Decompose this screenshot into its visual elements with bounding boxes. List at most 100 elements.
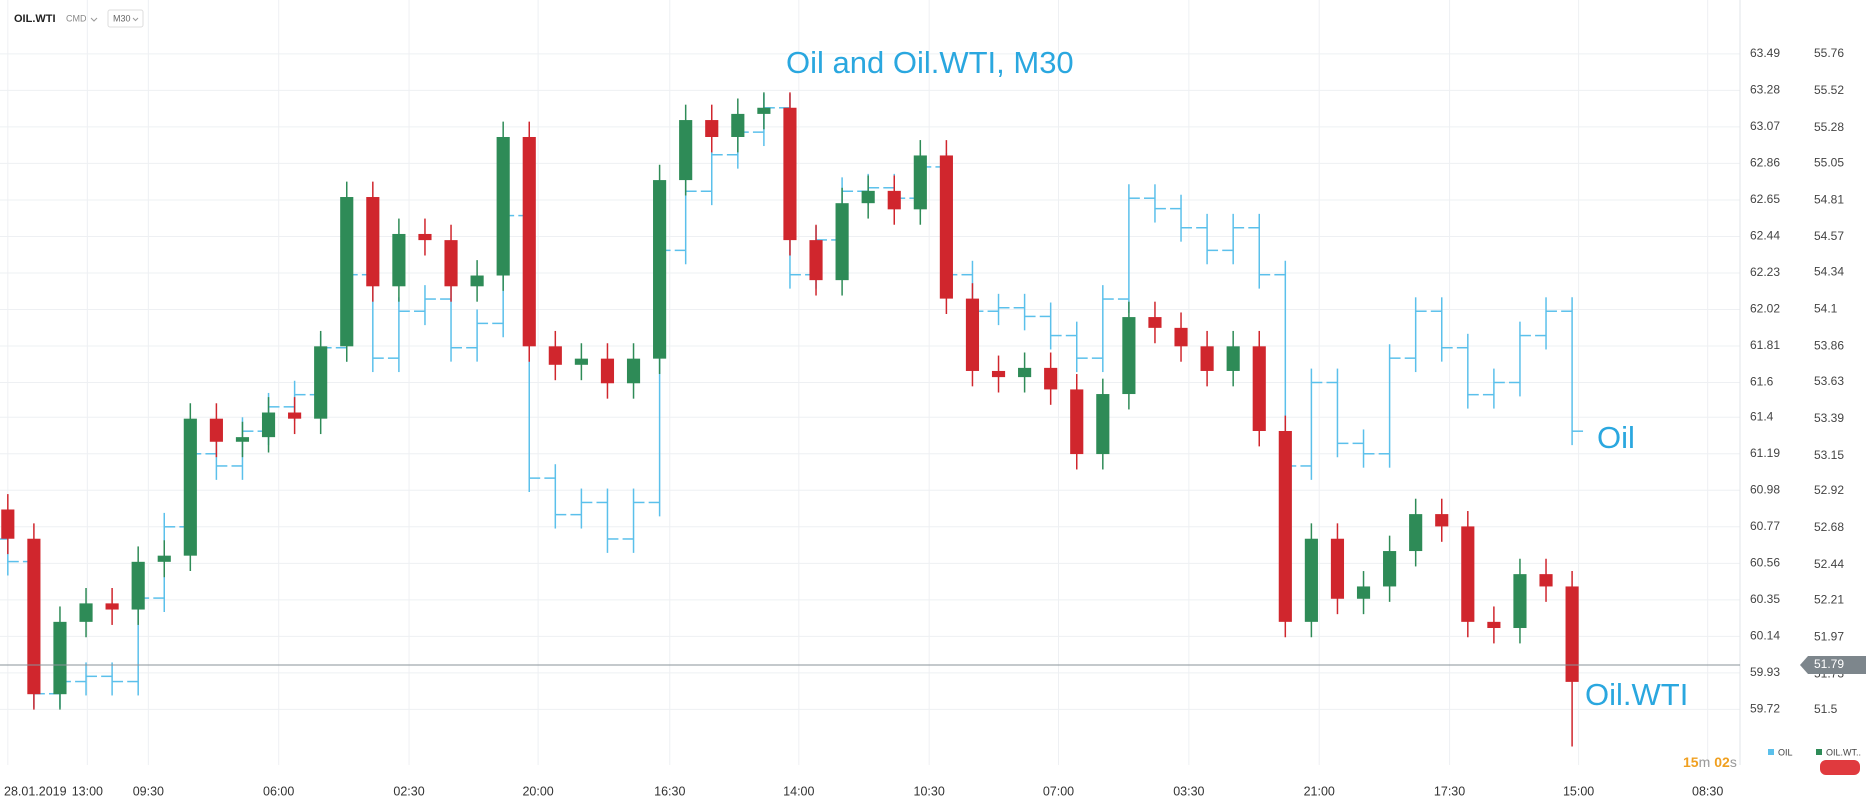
- y-tick-label: 62.02: [1750, 302, 1780, 316]
- candle: [1513, 558, 1527, 644]
- y-tick-label: 63.49: [1750, 46, 1780, 60]
- candle: [1565, 571, 1579, 747]
- y-tick-label: 60.98: [1750, 482, 1780, 496]
- candle: [1252, 330, 1266, 447]
- y-tick-label: 61.19: [1750, 446, 1780, 460]
- symbol[interactable]: OIL.WTI: [14, 13, 56, 25]
- x-tick-label: 13:00: [72, 784, 103, 798]
- legend-swatch: [1768, 749, 1774, 755]
- grid: [0, 0, 1740, 765]
- market[interactable]: CMD: [66, 13, 87, 23]
- ohlc-bar: [1456, 333, 1479, 409]
- candle-body: [1435, 514, 1449, 527]
- candle: [548, 330, 562, 381]
- y-tick-label: 60.14: [1750, 629, 1780, 643]
- interval-box[interactable]: [107, 9, 144, 28]
- y2-tick-label: 54.57: [1814, 229, 1844, 243]
- ohlc-bar: [1144, 184, 1166, 223]
- candle-body: [1044, 367, 1058, 390]
- candle-body: [1018, 367, 1032, 378]
- legend-swatch: [1816, 749, 1822, 755]
- dropdown-arrow[interactable]: [90, 17, 98, 22]
- y-tick-label: 59.72: [1750, 702, 1780, 716]
- candle-body: [1174, 327, 1188, 347]
- candle: [235, 421, 250, 458]
- candle: [887, 175, 901, 225]
- status-pill[interactable]: [1820, 760, 1860, 775]
- candle: [105, 587, 119, 625]
- candle: [1070, 374, 1084, 470]
- ohlc-bar: [1065, 321, 1088, 373]
- x-tick-label: 02:30: [393, 784, 424, 798]
- y2-tick-label: 51.5: [1814, 702, 1838, 716]
- candle-body: [626, 358, 641, 384]
- candle-body: [705, 120, 719, 137]
- x-tick-label: 20:00: [522, 784, 553, 798]
- candle: [1304, 523, 1318, 638]
- candle: [470, 260, 484, 302]
- candle: [27, 523, 41, 710]
- candle-body: [1096, 394, 1110, 455]
- ohlc-bar: [1091, 285, 1114, 373]
- y-tick-label: 60.35: [1750, 592, 1780, 606]
- candle-body: [105, 603, 119, 610]
- candle-body: [1409, 514, 1423, 552]
- interval[interactable]: M30: [113, 13, 131, 23]
- candle: [574, 343, 588, 381]
- candle: [1174, 312, 1188, 362]
- countdown-unit: m: [1699, 754, 1711, 770]
- dropdown-arrow[interactable]: [132, 17, 139, 22]
- y2-tick-label: 52.92: [1814, 483, 1844, 497]
- y2-tick-label: 51.97: [1814, 629, 1844, 643]
- candle: [1, 494, 15, 555]
- candle: [939, 140, 953, 315]
- candle-body: [261, 412, 276, 438]
- candle-body: [1487, 621, 1501, 629]
- candle: [288, 397, 302, 435]
- candle: [705, 104, 719, 153]
- x-tick-label: 15:00: [1563, 784, 1594, 798]
- ohlc-bar: [1535, 297, 1557, 350]
- candle: [209, 403, 223, 458]
- candle-body: [1226, 346, 1240, 371]
- y2-tick-label: 53.86: [1814, 338, 1844, 352]
- ohlc-bar: [596, 488, 619, 553]
- y-tick-label: 59.93: [1750, 665, 1780, 679]
- candle: [965, 283, 980, 387]
- y-tick-label: 62.23: [1750, 265, 1780, 279]
- candle: [1018, 352, 1032, 393]
- candle: [731, 98, 745, 153]
- candle-body: [965, 298, 980, 371]
- x-tick-label: 06:00: [263, 784, 294, 798]
- candle-body: [79, 603, 93, 622]
- candle-body: [209, 418, 223, 442]
- candle-body: [392, 233, 406, 287]
- candle: [1200, 330, 1214, 387]
- y2-tick-label: 55.52: [1814, 83, 1844, 97]
- y2-tick-label: 52.21: [1814, 592, 1844, 606]
- candle: [757, 92, 771, 130]
- candle: [1226, 330, 1240, 387]
- ohlc-bar: [1561, 297, 1584, 446]
- candle: [783, 92, 797, 256]
- y-tick-label: 63.28: [1750, 83, 1780, 97]
- candle-body: [1565, 586, 1579, 682]
- candle: [653, 164, 667, 375]
- ohlc-bar: [544, 464, 567, 529]
- y-tick-label: 60.56: [1750, 555, 1780, 569]
- candle: [261, 397, 276, 453]
- candle: [1122, 301, 1136, 410]
- candle: [679, 104, 693, 196]
- candle: [1330, 523, 1345, 615]
- ohlc-bar: [414, 285, 436, 326]
- candle: [1487, 606, 1501, 644]
- candle-body: [1539, 574, 1553, 587]
- candle: [1539, 558, 1553, 602]
- y2-tick-label: 55.05: [1814, 155, 1844, 169]
- candle-body: [548, 346, 562, 365]
- ohlc-bar: [1509, 321, 1531, 397]
- candle-body: [991, 370, 1006, 378]
- candle-body: [783, 107, 797, 241]
- candle-body: [600, 358, 615, 384]
- y-tick-label: 61.4: [1750, 409, 1774, 423]
